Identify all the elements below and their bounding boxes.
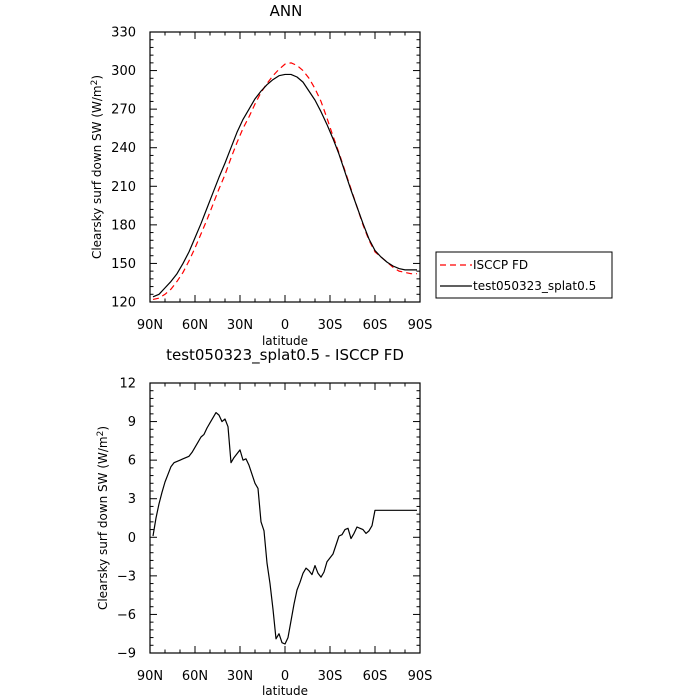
y-tick-labels: −9 −6 −3 0 3 6 9 12: [117, 377, 136, 662]
series-layer: [152, 411, 417, 645]
y-tick-label: 9: [128, 415, 136, 430]
series-layer: [152, 62, 417, 301]
legend-label-isccp: ISCCP FD: [473, 258, 528, 272]
tick-marks: [149, 382, 421, 654]
y-tick-label: 180: [111, 218, 136, 233]
series-line-1: [152, 73, 417, 298]
y-tick-label: −9: [117, 647, 136, 662]
x-tick-labels: 90N 60N 30N 0 30S 60S 90S: [137, 669, 433, 684]
y-tick-label: 270: [111, 103, 136, 118]
tick-marks: [149, 31, 421, 303]
series-line-0: [152, 411, 417, 645]
x-tick-label: 0: [281, 669, 289, 684]
x-tick-label: 30N: [227, 318, 253, 333]
y-tick-label: 3: [128, 492, 136, 507]
x-tick-label: 60N: [182, 669, 208, 684]
legend-box: [435, 251, 613, 299]
y-tick-label: 210: [111, 180, 136, 195]
x-tick-label: 30S: [318, 669, 343, 684]
y-tick-label: −6: [117, 608, 136, 623]
x-tick-label: 30N: [227, 669, 253, 684]
y-tick-label: −3: [117, 569, 136, 584]
x-tick-label: 90N: [137, 318, 163, 333]
y-tick-label: 0: [128, 531, 136, 546]
y-tick-label: 12: [119, 377, 136, 392]
chart-title: test050323_splat0.5 - ISCCP FD: [166, 346, 404, 365]
y-tick-label: 150: [111, 257, 136, 272]
x-tick-label: 90S: [408, 318, 433, 333]
y-tick-label: 240: [111, 141, 136, 156]
y-tick-label: 120: [111, 296, 136, 311]
y-axis-label: Clearsky surf down SW (W/m2): [96, 426, 110, 610]
chart-title: ANN: [270, 2, 303, 20]
legend-label-test: test050323_splat0.5: [473, 279, 596, 293]
x-tick-label: 0: [281, 318, 289, 333]
y-tick-label: 330: [111, 26, 136, 41]
x-tick-label: 60S: [363, 318, 388, 333]
y-axis-label: Clearsky surf down SW (W/m2): [90, 75, 104, 259]
y-tick-label: 300: [111, 64, 136, 79]
x-axis-label: latitude: [262, 334, 308, 348]
x-tick-label: 30S: [318, 318, 343, 333]
x-tick-label: 90S: [408, 669, 433, 684]
x-axis-label: latitude: [262, 684, 308, 698]
plot-frame: [149, 382, 421, 654]
x-tick-label: 60N: [182, 318, 208, 333]
bottom-chart: test050323_splat0.5 - ISCCP FD −9 −6 −3 0 3 6…: [96, 346, 432, 698]
x-tick-label: 90N: [137, 669, 163, 684]
y-tick-label: 6: [128, 454, 136, 469]
y-tick-labels: 120 150 180 210 240 270 300 330: [111, 26, 136, 311]
plot-frame: [149, 31, 421, 303]
legend: ISCCP FD test050323_splat0.5: [435, 251, 613, 299]
x-tick-labels: 90N 60N 30N 0 30S 60S 90S: [137, 318, 433, 333]
x-tick-label: 60S: [363, 669, 388, 684]
top-chart: ANN 120 150 180 210 240 270 300 330 90N 60N 30N 0 3…: [90, 2, 613, 348]
series-line-0: [152, 62, 417, 301]
